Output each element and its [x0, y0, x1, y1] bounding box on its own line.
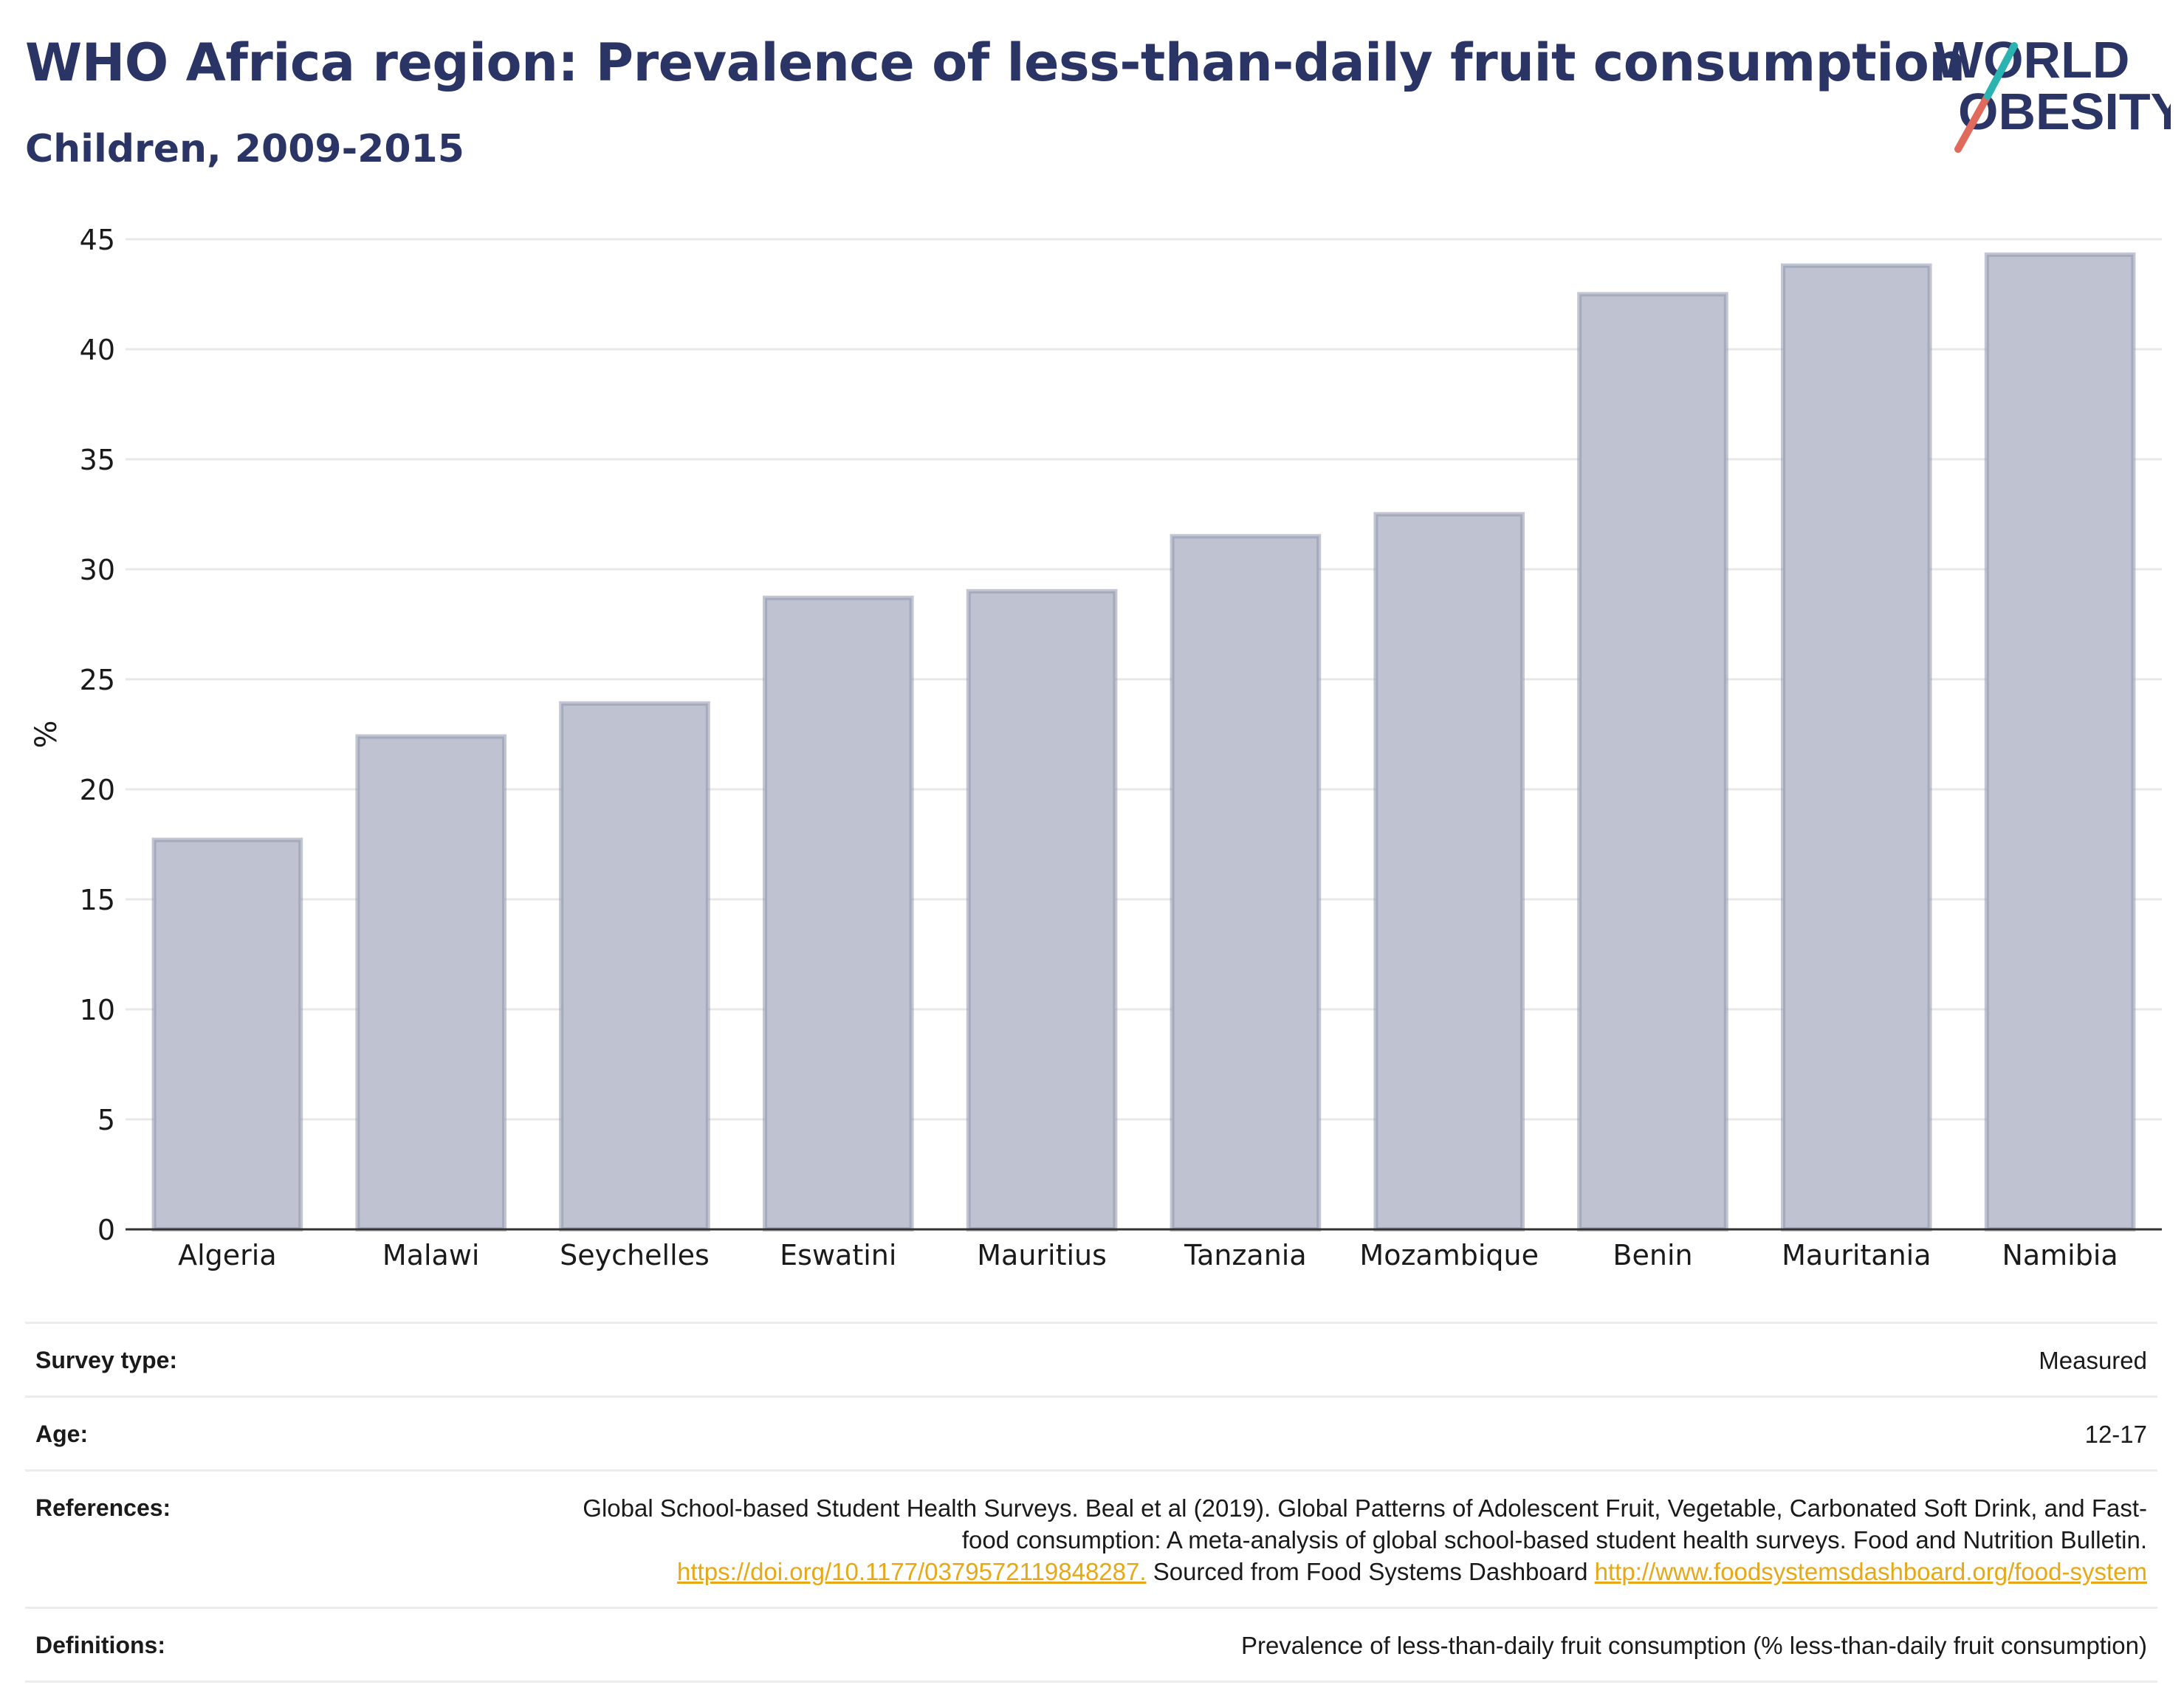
survey-type-label: Survey type: [35, 1347, 178, 1373]
survey-type-row: Survey type: Measured [25, 1322, 2157, 1395]
logo-slash-teal [1984, 42, 2018, 100]
x-tick-label: Algeria [178, 1239, 277, 1271]
bar [151, 837, 303, 1232]
y-tick-label: 45 [80, 224, 115, 256]
y-axis-label: % [30, 720, 63, 748]
chart-title: WHO Africa region: Prevalence of less-th… [25, 32, 1965, 93]
chart-subtitle: Children, 2009-2015 [25, 127, 464, 171]
y-tick-label: 5 [97, 1104, 115, 1136]
references-text2: Sourced from Food Systems Dashboard [1146, 1558, 1595, 1585]
bar [559, 701, 710, 1232]
x-tick-label: Mauritania [1782, 1239, 1931, 1271]
definitions-label: Definitions: [35, 1632, 165, 1658]
references-row: References: Global School-based Student … [25, 1469, 2157, 1607]
y-tick-label: 10 [80, 994, 115, 1026]
x-tick-label: Benin [1613, 1239, 1692, 1271]
y-tick-label: 35 [80, 444, 115, 476]
x-tick-label: Namibia [2002, 1239, 2118, 1271]
bar [1781, 263, 1932, 1232]
definitions-value: Prevalence of less-than-daily fruit cons… [1240, 1632, 2147, 1659]
logo-line1: WORLD [1934, 31, 2129, 89]
y-tick-label: 0 [97, 1214, 115, 1246]
food-systems-link[interactable]: http://www.foodsystemsdashboard.org/food… [1594, 1558, 2147, 1585]
age-label: Age: [35, 1421, 89, 1447]
y-tick-label: 20 [80, 774, 115, 806]
doi-link[interactable]: https://doi.org/10.1177/0379572119848287… [677, 1558, 1147, 1585]
definitions-row: Definitions: Prevalence of less-than-dai… [25, 1607, 2157, 1683]
x-tick-label: Seychelles [560, 1239, 710, 1271]
bar-chart: 0 5 10 15 20 25 30 35 40 45% Algeria Malawi Seychell… [30, 224, 2162, 1271]
bar [1984, 252, 2136, 1232]
world-obesity-logo: WORLD OBESITY [1934, 31, 2171, 153]
x-tick-label: Tanzania [1184, 1239, 1306, 1271]
y-tick-label: 30 [80, 554, 115, 586]
bar [763, 595, 914, 1232]
x-tick-label: Mozambique [1359, 1239, 1539, 1271]
references-value: Global School-based Student Health Surve… [552, 1492, 2147, 1587]
survey-type-value: Measured [2039, 1347, 2147, 1374]
x-tick-label: Mauritius [977, 1239, 1107, 1271]
y-tick-label: 40 [80, 334, 115, 366]
bar [1373, 512, 1525, 1232]
bar [355, 734, 506, 1232]
bar [1170, 534, 1322, 1232]
age-row: Age: 12-17 [25, 1395, 2157, 1469]
y-tick-label: 25 [80, 664, 115, 696]
references-label: References: [35, 1494, 171, 1521]
metadata-table: Survey type: Measured Age: 12-17 Referen… [25, 1322, 2157, 1683]
bar [966, 588, 1118, 1232]
y-tick-label: 15 [80, 884, 115, 916]
x-tick-label: Eswatini [780, 1239, 896, 1271]
bar [1577, 292, 1728, 1232]
logo-slash-red [1954, 92, 1991, 153]
references-text1: Global School-based Student Health Surve… [583, 1494, 2147, 1553]
x-tick-label: Malawi [382, 1239, 480, 1271]
age-value: 12-17 [2084, 1421, 2147, 1448]
